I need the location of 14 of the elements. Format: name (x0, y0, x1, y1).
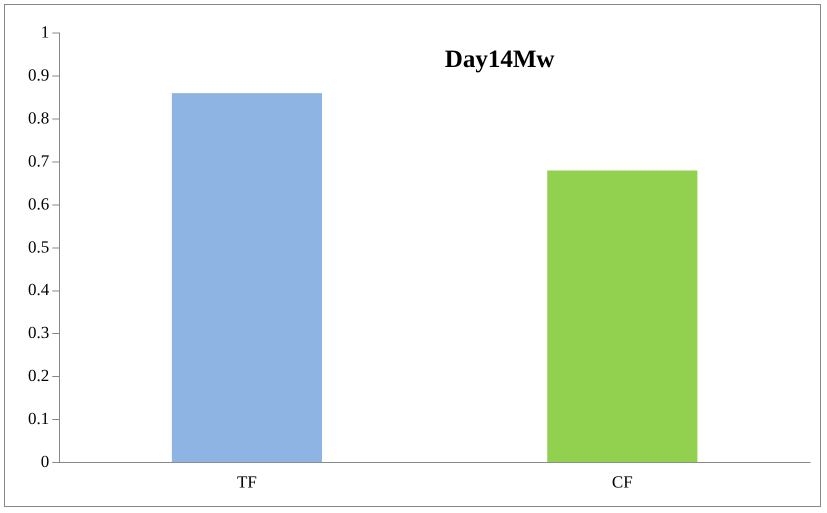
y-tick-label: 0.9 (28, 65, 50, 84)
y-tick-label: 0.3 (28, 323, 50, 342)
text: Day14Mw (444, 46, 554, 73)
y-tick-label: 0 (40, 452, 50, 472)
y-tick-label: 1 (40, 22, 50, 42)
y-tick-label: 0.7 (28, 151, 50, 170)
y-tick-label: 0.2 (28, 366, 50, 386)
y-tick-label: 0.1 (28, 409, 50, 428)
x-tick-label: CF (612, 472, 633, 492)
y-tick-label: 0.5 (28, 237, 50, 256)
y-tick-label: 0.4 (28, 280, 50, 300)
y-tick-label: 0.8 (28, 108, 50, 128)
y-tick-label: 0.6 (28, 194, 50, 214)
x-tick-label: TF (237, 472, 257, 492)
